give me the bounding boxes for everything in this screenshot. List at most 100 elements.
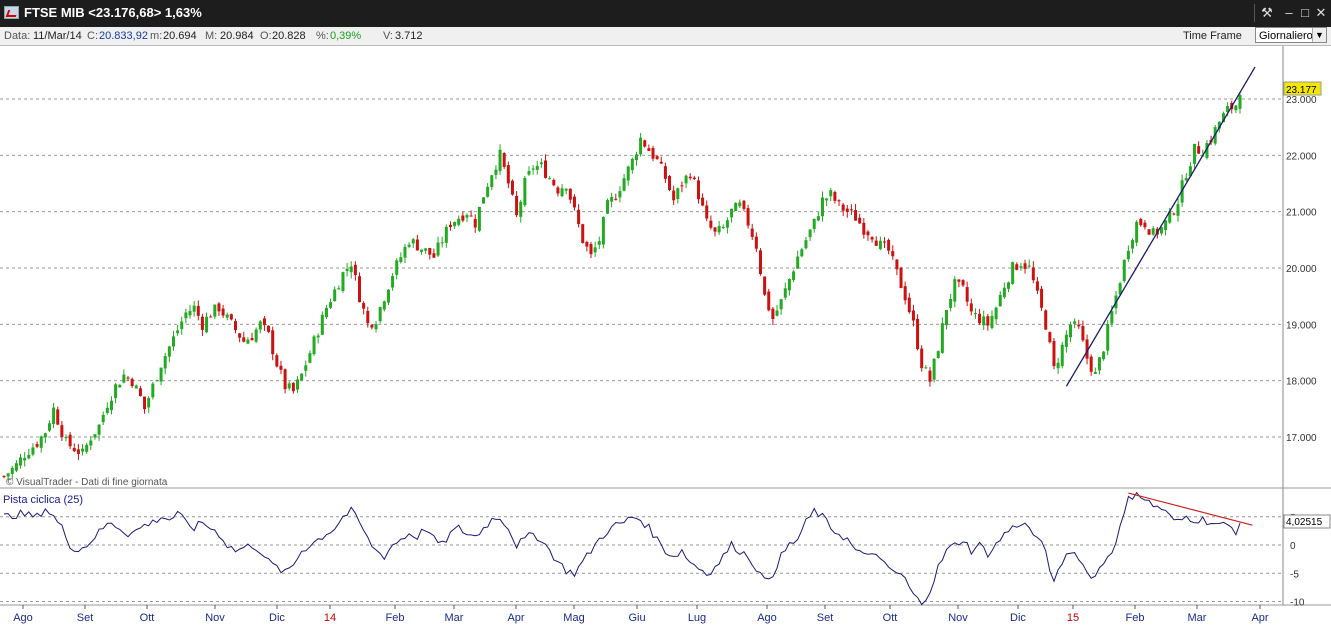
candle-up — [639, 137, 643, 155]
candle-down — [76, 449, 80, 454]
candle-up — [1002, 287, 1006, 298]
candle-up — [14, 463, 18, 471]
candle-down — [572, 196, 576, 208]
candle-down — [911, 310, 915, 321]
timeframe-label: Time Frame — [1183, 30, 1242, 42]
candle-up — [374, 324, 378, 330]
candle-down — [461, 215, 465, 221]
x-tick-label: Ott — [140, 612, 155, 624]
candle-down — [432, 253, 436, 258]
candle-down — [701, 197, 705, 206]
candle-up — [539, 162, 543, 165]
price-trendline — [1065, 66, 1256, 387]
candle-up — [27, 454, 31, 459]
x-tick-label: Nov — [948, 612, 968, 624]
candle-down — [262, 318, 266, 326]
candle-up — [490, 175, 494, 188]
candle-up — [730, 208, 734, 218]
candle-up — [924, 367, 928, 369]
candle-down — [502, 153, 506, 167]
candle-down — [1048, 332, 1052, 343]
oscillator-title: Pista ciclica (25) — [3, 494, 83, 506]
candle-up — [1019, 266, 1023, 268]
candle-up — [1205, 143, 1209, 158]
pct-value: 0,39% — [330, 30, 362, 42]
candle-up — [85, 444, 89, 452]
candle-down — [473, 218, 477, 228]
candle-up — [783, 288, 787, 298]
candle-down — [138, 388, 142, 397]
candle-down — [589, 244, 593, 255]
candle-down — [217, 303, 221, 312]
open-value: 20.828 — [272, 30, 306, 42]
candle-up — [1110, 311, 1114, 324]
candle-down — [271, 330, 275, 355]
candle-up — [593, 247, 597, 253]
candle-up — [391, 275, 395, 288]
candle-up — [1217, 121, 1221, 129]
candle-down — [882, 241, 886, 243]
candle-down — [713, 227, 717, 232]
candle-up — [122, 374, 126, 383]
candle-up — [159, 367, 163, 382]
maximize-icon[interactable]: □ — [1301, 5, 1309, 20]
tools-icon[interactable]: ⚒ — [1261, 5, 1273, 20]
candle-down — [366, 311, 370, 324]
candle-up — [180, 321, 184, 330]
candle-down — [696, 180, 700, 200]
candle-down — [1139, 218, 1143, 226]
candle-up — [1064, 334, 1068, 347]
candle-down — [742, 200, 746, 209]
candle-up — [1151, 228, 1155, 235]
minimize-icon[interactable]: – — [1285, 5, 1293, 20]
candle-down — [655, 156, 659, 160]
candle-down — [845, 208, 849, 212]
candle-down — [663, 166, 667, 179]
candle-down — [754, 236, 758, 249]
candle-up — [1118, 283, 1122, 295]
candle-up — [1102, 351, 1106, 360]
timeframe-select[interactable]: Giornaliero ▼ — [1255, 27, 1327, 43]
candle-up — [47, 423, 51, 431]
oscillator-tick-label: -5 — [1290, 569, 1299, 580]
candle-up — [167, 346, 171, 357]
candle-down — [659, 161, 663, 164]
candle-up — [1069, 324, 1073, 338]
candle-up — [486, 186, 490, 197]
candle-up — [382, 301, 386, 310]
candle-down — [758, 250, 762, 275]
chevron-down-icon[interactable]: ▼ — [1312, 28, 1326, 42]
candle-up — [1056, 362, 1060, 369]
candle-up — [444, 226, 448, 243]
candle-up — [320, 314, 324, 335]
chart-area[interactable]: 17.000 18.000 19.000 20.000 21.000 22.000 23.0… — [0, 46, 1331, 628]
candle-down — [556, 187, 560, 194]
candle-down — [668, 176, 672, 191]
last-price-box — [1283, 81, 1322, 96]
candle-up — [626, 166, 630, 181]
candle-up — [411, 239, 415, 244]
open-label: O: — [260, 30, 272, 42]
candle-down — [1031, 267, 1035, 281]
candle-down — [895, 259, 899, 270]
candle-down — [692, 177, 696, 180]
candle-up — [424, 248, 428, 251]
candle-up — [1188, 166, 1192, 177]
candle-down — [585, 241, 589, 247]
close-icon[interactable]: ✕ — [1315, 5, 1327, 20]
candle-down — [233, 321, 237, 331]
min-label: m: — [150, 30, 163, 42]
x-tick-label: Set — [817, 612, 834, 624]
candle-down — [928, 370, 932, 382]
candle-down — [688, 176, 692, 179]
candle-up — [287, 383, 291, 389]
candle-up — [386, 289, 390, 303]
candle-up — [300, 373, 304, 381]
candle-up — [341, 272, 345, 291]
candle-up — [477, 206, 481, 231]
candle-up — [1131, 240, 1135, 249]
candle-down — [965, 287, 969, 302]
candle-down — [126, 377, 130, 379]
candle-down — [370, 324, 374, 328]
candle-up — [155, 380, 159, 382]
